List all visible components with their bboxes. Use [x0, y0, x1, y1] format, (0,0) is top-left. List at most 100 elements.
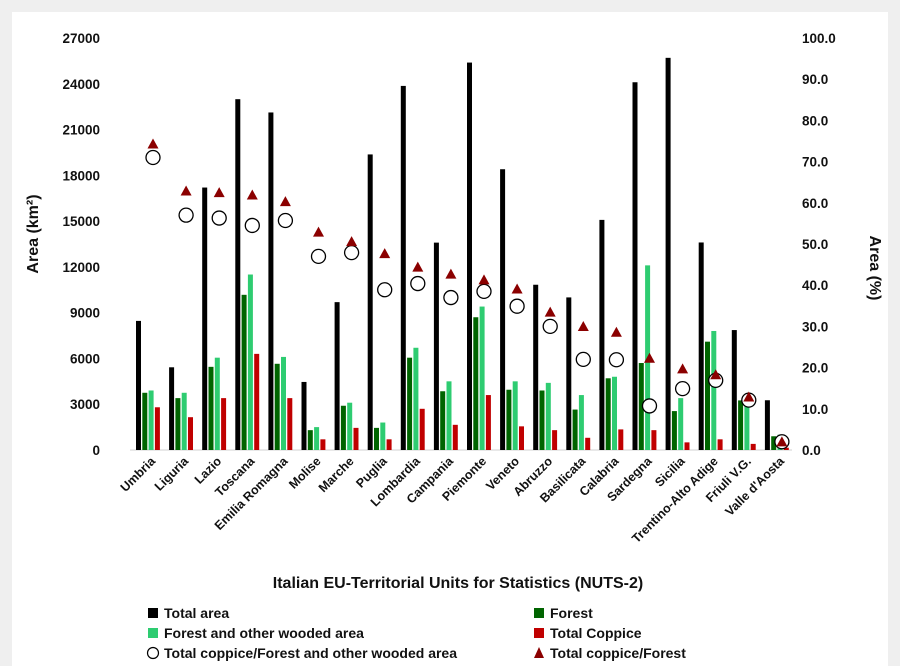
- x-tick-label: Liguria: [152, 453, 192, 493]
- legend-label-total-coppice-forest-and-other-wooded-area: Total coppice/Forest and other wooded ar…: [164, 645, 457, 661]
- y2-tick-label: 50.0: [802, 237, 828, 252]
- legend-swatch-total-coppice-forest: [534, 647, 544, 658]
- bar-total-area: [731, 330, 737, 450]
- bar-total-coppice: [188, 417, 193, 450]
- right-axis-ticks: 100.0 90.0 80.0 70.0 60.0 50.0 40.0 30.0 20.0 10.…: [802, 31, 836, 458]
- y2-tick-label: 70.0: [802, 155, 828, 170]
- marker-total-coppice-forest: [346, 236, 358, 247]
- y2-tick-label: 40.0: [802, 278, 828, 293]
- bar-total-coppice: [254, 353, 260, 450]
- y-tick-label: 21000: [62, 123, 100, 138]
- bar-total-coppice: [519, 426, 524, 450]
- bar-total-coppice: [419, 408, 425, 450]
- bar-forest: [539, 390, 545, 450]
- legend-label-forest: Forest: [550, 605, 593, 621]
- bar-forest: [241, 294, 247, 450]
- marker-total-coppice-forest: [478, 274, 490, 285]
- bar-forest-and-other-wooded-area: [612, 376, 617, 450]
- marker-total-coppice-forest: [213, 187, 225, 198]
- bar-forest: [671, 411, 677, 450]
- marker-total-coppice-forest: [246, 189, 258, 200]
- bar-total-area: [566, 297, 572, 450]
- legend-swatch-total-coppice: [534, 628, 544, 638]
- bar-total-area: [169, 367, 175, 450]
- y-tick-label: 18000: [62, 168, 100, 183]
- y2-tick-label: 30.0: [802, 319, 828, 334]
- bar-total-area: [632, 82, 638, 450]
- marker-total-coppice-forest-and-other-wooded-area: [641, 398, 658, 414]
- marker-total-coppice-forest: [180, 185, 192, 196]
- bar-forest-and-other-wooded-area: [744, 401, 750, 450]
- bar-forest-and-other-wooded-area: [711, 330, 717, 450]
- bar-forest: [142, 392, 148, 450]
- bar-total-coppice: [717, 439, 723, 450]
- bar-total-coppice: [452, 424, 458, 450]
- bar-forest-and-other-wooded-area: [678, 398, 684, 450]
- bar-forest: [208, 366, 214, 450]
- marker-total-coppice-forest: [445, 268, 457, 279]
- legend-label-total-coppice-forest: Total coppice/Forest: [550, 645, 686, 661]
- x-tick-label: Marche: [316, 454, 357, 495]
- marker-total-coppice-forest: [743, 391, 755, 402]
- marker-total-coppice-forest-and-other-wooded-area: [277, 212, 294, 229]
- y2-tick-label: 80.0: [802, 113, 828, 128]
- bar-forest-and-other-wooded-area: [247, 274, 253, 450]
- bar-total-coppice: [485, 395, 491, 450]
- bar-total-coppice: [154, 407, 160, 450]
- marker-total-coppice-forest-and-other-wooded-area: [310, 248, 327, 265]
- legend-swatch-forest: [534, 608, 544, 618]
- bar-total-area: [136, 320, 141, 450]
- y-tick-label: 0: [92, 443, 100, 458]
- bar-total-coppice: [386, 439, 392, 450]
- marker-total-coppice-forest: [511, 283, 523, 294]
- y-tick-label: 3000: [70, 397, 100, 412]
- bar-total-area: [268, 112, 274, 451]
- bar-series: [136, 57, 789, 451]
- bar-forest: [506, 389, 512, 450]
- marker-total-coppice-forest-and-other-wooded-area: [509, 298, 525, 314]
- legend: Total area Forest Forest and other wooded …: [146, 605, 686, 661]
- marker-total-coppice-forest-and-other-wooded-area: [575, 351, 591, 368]
- marker-series: [145, 138, 790, 450]
- bar-total-area: [764, 400, 770, 450]
- marker-total-coppice-forest-and-other-wooded-area: [211, 210, 227, 226]
- legend-swatch-total-coppice-forest-and-other-wooded-area: [146, 646, 160, 660]
- marker-total-coppice-forest: [412, 261, 424, 272]
- y2-axis-title: Area (%): [866, 236, 883, 301]
- x-tick-label: Valle d'Aosta: [722, 453, 787, 518]
- bar-forest-and-other-wooded-area: [314, 427, 320, 450]
- bar-forest-and-other-wooded-area: [512, 381, 518, 450]
- y-tick-label: 24000: [62, 77, 100, 92]
- bar-total-coppice: [287, 398, 293, 450]
- bar-forest-and-other-wooded-area: [578, 395, 584, 450]
- bar-forest: [605, 378, 611, 450]
- bar-forest-and-other-wooded-area: [148, 390, 154, 450]
- marker-total-coppice-forest-and-other-wooded-area: [674, 380, 691, 397]
- y2-tick-label: 100.0: [802, 31, 836, 46]
- legend-label-total-area: Total area: [164, 605, 229, 621]
- legend-swatch-total-area: [148, 608, 158, 618]
- bar-forest-and-other-wooded-area: [446, 381, 452, 450]
- bar-total-area: [334, 302, 340, 450]
- bar-total-area: [533, 284, 539, 450]
- marker-total-coppice-forest: [279, 196, 291, 207]
- bar-forest-and-other-wooded-area: [181, 392, 187, 450]
- bar-forest-and-other-wooded-area: [479, 306, 485, 450]
- bar-forest-and-other-wooded-area: [380, 422, 386, 450]
- bar-total-area: [467, 62, 472, 450]
- marker-total-coppice-forest-and-other-wooded-area: [377, 282, 393, 298]
- bar-forest-and-other-wooded-area: [413, 347, 419, 450]
- bar-total-coppice: [221, 398, 227, 450]
- bar-forest: [340, 405, 346, 450]
- marker-total-coppice-forest-and-other-wooded-area: [178, 207, 194, 223]
- bar-total-coppice: [618, 429, 624, 450]
- bar-forest: [638, 363, 644, 450]
- bar-total-area: [367, 154, 373, 450]
- marker-total-coppice-forest-and-other-wooded-area: [608, 352, 625, 368]
- bar-total-area: [500, 169, 506, 451]
- bar-forest-and-other-wooded-area: [347, 402, 353, 450]
- bar-forest: [440, 391, 446, 450]
- left-axis-ticks: 27000 24000 21000 18000 15000 12000 9000 6000 30…: [62, 31, 100, 458]
- bar-total-area: [202, 187, 208, 450]
- bar-total-area: [235, 99, 241, 450]
